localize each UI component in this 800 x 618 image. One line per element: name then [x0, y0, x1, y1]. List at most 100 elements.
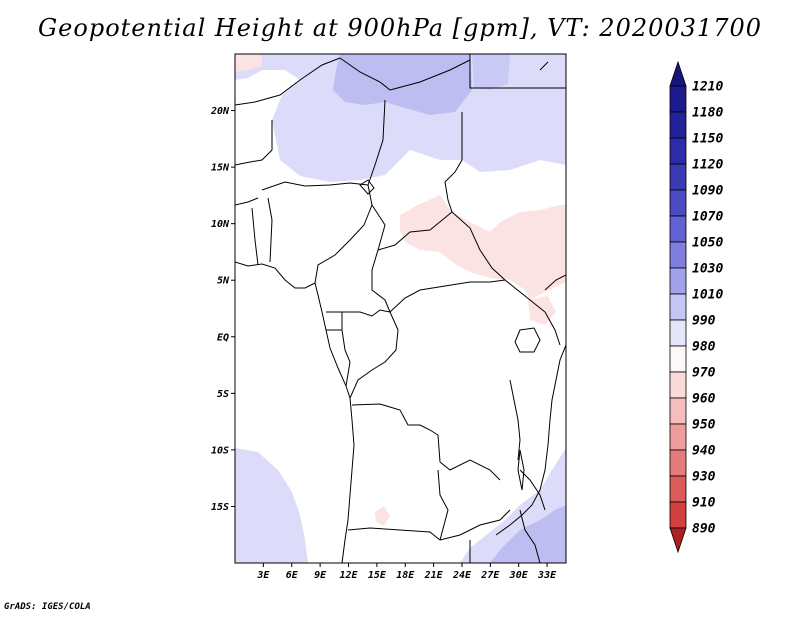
- field-sw-light-blue: [235, 448, 308, 563]
- lon-tick-label: 21E: [424, 570, 444, 581]
- coastline-east-africa: [495, 344, 566, 536]
- colorbar-level-label: 1150: [692, 132, 723, 147]
- lon-tick-label: 15E: [368, 570, 387, 581]
- colorbar-swatch: [669, 215, 687, 243]
- latitude-axis: 20N 15N 10N 5N EQ 5S 10S 15S: [210, 106, 235, 513]
- height-field-shading: [235, 54, 566, 563]
- colorbar-top-arrow: [669, 60, 687, 87]
- field-east-pink-small: [528, 296, 556, 325]
- colorbar-level-label: 980: [692, 340, 716, 355]
- lon-tick-label: 3E: [256, 570, 270, 581]
- colorbar-level-label: 960: [692, 392, 716, 407]
- lat-tick-label: 5N: [217, 276, 230, 287]
- lat-tick-label: 5S: [217, 389, 229, 400]
- lat-tick-label: EQ: [217, 332, 229, 343]
- border-chad-sudan: [444, 112, 463, 213]
- lake-malawi: [517, 449, 525, 491]
- lat-tick-label: 10N: [211, 219, 230, 230]
- lon-tick-label: 30E: [509, 570, 529, 581]
- lat-tick-label: 20N: [210, 106, 230, 117]
- lon-tick-label: 18E: [396, 570, 415, 581]
- colorbar-swatch: [669, 111, 687, 139]
- border-angola-namibia: [347, 527, 441, 541]
- colorbar-swatch: [669, 501, 687, 529]
- border-mozambique-inner: [519, 509, 541, 563]
- border-drc-angola: [351, 403, 439, 436]
- border-ethiopia-kenya: [544, 274, 566, 291]
- colorbar-swatch: [669, 189, 687, 217]
- border-car-sudan: [451, 211, 506, 281]
- colorbar-level-label: 940: [692, 444, 716, 459]
- border-niger-chad: [367, 99, 386, 186]
- lon-tick-label: 24E: [452, 570, 472, 581]
- field-north-mid-blue: [333, 54, 472, 115]
- lat-tick-label: 15S: [211, 502, 229, 513]
- colorbar-swatch: [669, 293, 687, 321]
- border-car-chad: [377, 211, 453, 251]
- colorbar-level-label: 1210: [692, 80, 723, 95]
- border-lake-tanganyika: [509, 379, 521, 461]
- border-burkina-togo: [235, 197, 259, 206]
- colorbar-level-label: 1120: [692, 158, 723, 173]
- border-benin-nigeria: [267, 197, 273, 263]
- border-cameroon-car: [371, 204, 391, 313]
- colorbar-swatch: [669, 267, 687, 295]
- border-cameroon-congo: [342, 309, 391, 317]
- border-libya-egypt-sudan: [469, 54, 566, 89]
- colorbar-level-label: 1090: [692, 184, 723, 199]
- colorbar-level-label: 910: [692, 496, 716, 511]
- colorbar-swatch: [669, 449, 687, 477]
- colorbar-swatch: [669, 85, 687, 113]
- colorbar-bottom-arrow: [669, 527, 687, 554]
- colorbar: 1210 1180 1150 1120 1090 1070 1050 1030 1010 990 9…: [669, 60, 723, 554]
- lat-tick-label: 15N: [211, 163, 230, 174]
- field-central-pink: [400, 195, 566, 300]
- colorbar-swatch: [669, 475, 687, 503]
- colorbar-level-label: 1050: [692, 236, 723, 251]
- colorbar-level-label: 1180: [692, 106, 723, 121]
- lon-tick-label: 6E: [286, 570, 299, 581]
- border-libya-niger: [339, 57, 391, 91]
- lon-tick-label: 33E: [537, 570, 557, 581]
- colorbar-swatch: [669, 371, 687, 399]
- map-title: Geopotential Height at 900hPa [gpm], VT:…: [38, 14, 762, 42]
- colorbar-level-label: 930: [692, 470, 716, 485]
- longitude-axis: 3E 6E 9E 12E 15E 18E 21E 24E 27E 30E 33E: [256, 563, 557, 581]
- nile-valley: [539, 61, 549, 71]
- border-libya-chad: [389, 59, 471, 91]
- border-tanzania-mozambique: [519, 469, 546, 511]
- border-car-drc: [389, 279, 506, 313]
- border-congo-drc: [349, 311, 399, 399]
- field-south-pink-small: [375, 506, 390, 526]
- border-angola-zambia: [437, 469, 449, 541]
- political-boundaries: [235, 54, 566, 563]
- colorbar-swatch: [669, 163, 687, 191]
- border-drc-zambia: [437, 434, 501, 481]
- lon-tick-label: 12E: [339, 570, 358, 581]
- lon-tick-label: 27E: [480, 570, 500, 581]
- colorbar-level-label: 1010: [692, 288, 723, 303]
- colorbar-swatch: [669, 345, 687, 373]
- colorbar-level-label: 1030: [692, 262, 723, 277]
- border-eq-guinea-gabon: [326, 311, 343, 331]
- lake-chad: [359, 179, 375, 195]
- border-mali-niger: [235, 120, 273, 166]
- field-nw-pink: [235, 54, 262, 72]
- colorbar-level-label: 970: [692, 366, 716, 381]
- border-south-sudan-uganda: [504, 279, 546, 313]
- coastline-west-africa: [235, 261, 355, 563]
- border-algeria-mali: [235, 57, 341, 106]
- colorbar-level-label: 890: [692, 522, 716, 537]
- border-zambia-zimbabwe: [439, 509, 511, 541]
- colorbar-swatch: [669, 241, 687, 269]
- map-frame: [234, 53, 567, 564]
- grads-credit: GrADS: IGES/COLA: [4, 602, 91, 612]
- colorbar-level-label: 990: [692, 314, 716, 329]
- border-ghana-togo: [251, 207, 259, 266]
- colorbar-swatch: [669, 423, 687, 451]
- colorbar-level-label: 1070: [692, 210, 723, 225]
- border-gabon-congo: [341, 329, 351, 387]
- lat-tick-label: 10S: [211, 445, 229, 456]
- lake-victoria: [514, 327, 541, 353]
